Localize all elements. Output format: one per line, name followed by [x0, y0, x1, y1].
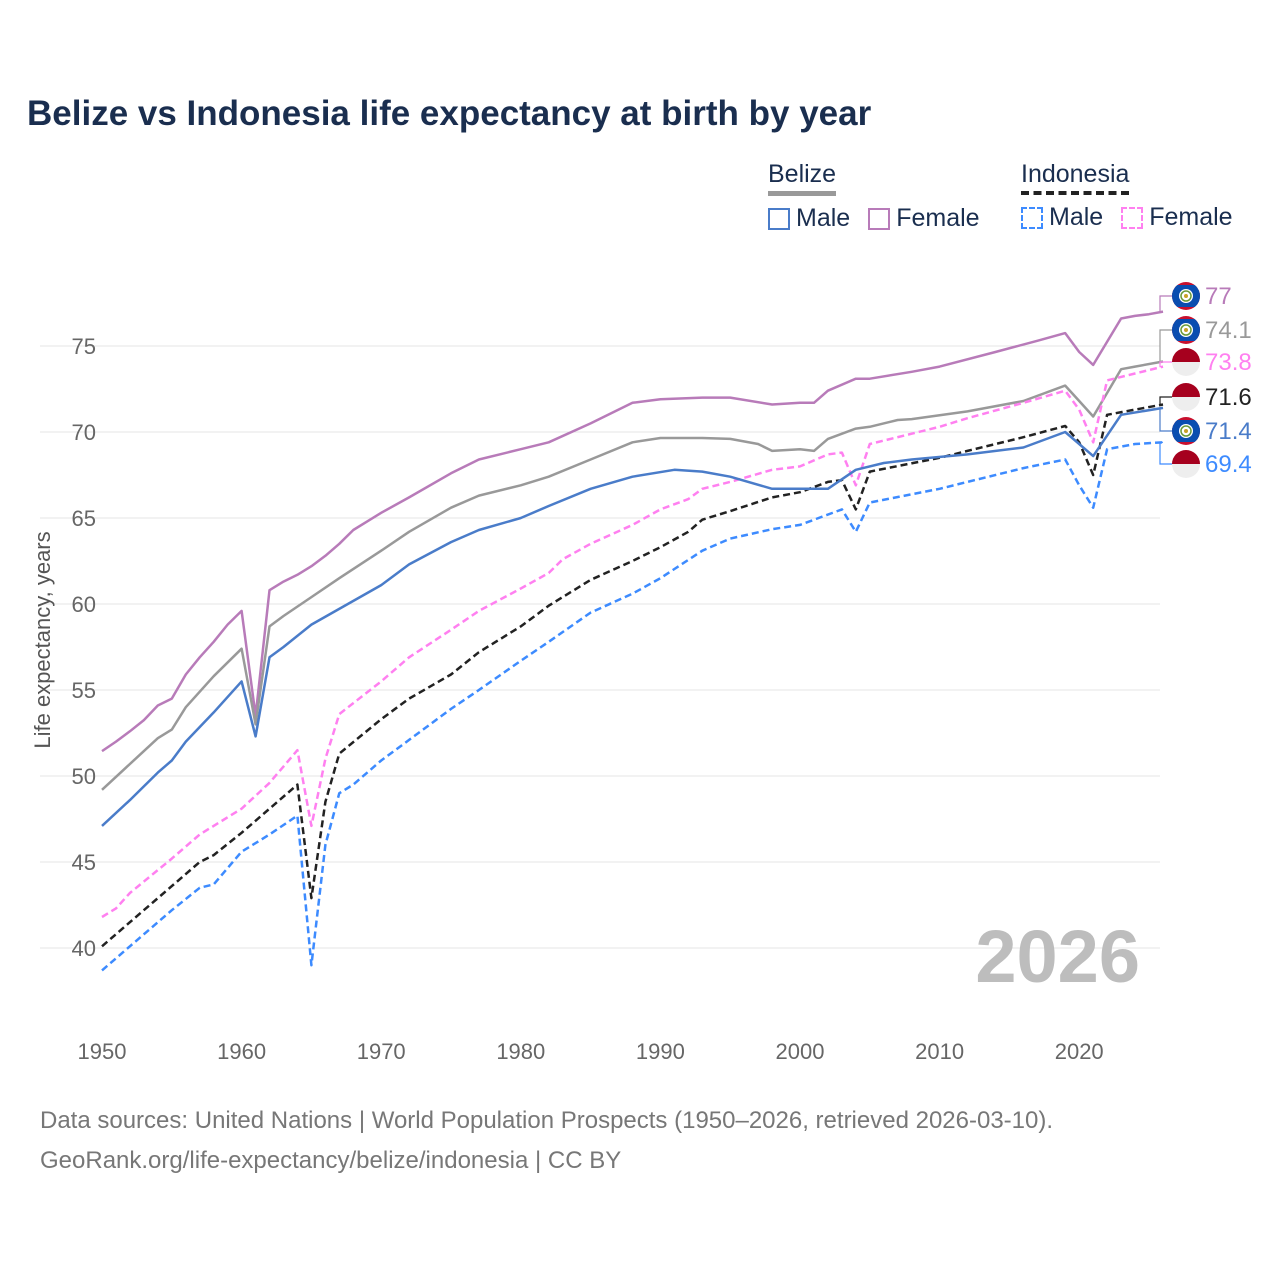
legend-swatch [768, 207, 790, 230]
series-line-belize-total[interactable] [101, 360, 1164, 791]
y-tick-label: 65 [72, 506, 96, 531]
end-label-connector [1159, 295, 1172, 313]
indonesia-flag-icon [1172, 383, 1200, 411]
belize-flag-icon [1172, 417, 1200, 445]
y-tick-label: 60 [72, 592, 96, 617]
end-label-connector [1159, 329, 1172, 363]
y-tick-label: 55 [72, 678, 96, 703]
line-chart: 40 45 50 55 60 65 70 75 1950 1960 1970 1980 1990 2000… [30, 282, 1252, 1064]
end-value-label: 71.4 [1205, 418, 1252, 445]
y-tick-label: 70 [72, 420, 96, 445]
end-value-label: 71.6 [1205, 384, 1252, 411]
end-value-label: 77 [1205, 283, 1232, 310]
indonesia-flag-icon [1172, 450, 1200, 478]
footer-credit[interactable]: GeoRank.org/life-expectancy/belize/indon… [40, 1147, 622, 1174]
series-line-belize-female[interactable] [101, 310, 1164, 753]
y-tick-label: 45 [72, 850, 96, 875]
series-line-indonesia-female[interactable] [101, 365, 1164, 919]
end-label-connector [1159, 361, 1172, 368]
x-tick-label: 1950 [78, 1039, 127, 1064]
legend-label: Male [1049, 203, 1104, 231]
current-year-watermark: 2026 [975, 915, 1140, 998]
indonesia-flag-icon [1172, 348, 1200, 376]
series-line-indonesia-male[interactable] [101, 441, 1164, 972]
legend-group-indonesia: Indonesia Male Female [1021, 160, 1233, 232]
legend-title-belize: Belize [768, 160, 837, 196]
legend-swatch [868, 207, 891, 230]
legend-item-belize-female[interactable]: Female [868, 204, 980, 233]
belize-flag-icon [1172, 282, 1200, 310]
legend-item-indonesia-female[interactable]: Female [1121, 203, 1233, 232]
x-tick-label: 2020 [1055, 1039, 1104, 1064]
end-label-connector [1159, 407, 1172, 432]
end-label-connector [1159, 396, 1172, 406]
footer-sources: Data sources: United Nations | World Pop… [40, 1107, 1054, 1134]
y-tick-label: 75 [72, 334, 96, 359]
legend-label: Female [1149, 203, 1233, 231]
chart-title: Belize vs Indonesia life expectancy at b… [27, 94, 872, 133]
legend-swatch [1121, 206, 1144, 229]
legend-item-indonesia-male[interactable]: Male [1021, 203, 1103, 232]
x-tick-label: 1990 [636, 1039, 685, 1064]
end-value-label: 69.4 [1205, 451, 1252, 478]
legend-group-belize: Belize Male Female [768, 160, 980, 233]
x-tick-label: 2000 [776, 1039, 825, 1064]
end-value-label: 73.8 [1205, 349, 1252, 376]
legend-item-belize-male[interactable]: Male [768, 204, 850, 233]
x-tick-label: 2010 [915, 1039, 964, 1064]
y-axis-label: Life expectancy, years [30, 531, 55, 748]
legend-swatch [1021, 206, 1043, 229]
legend-label: Male [796, 204, 851, 232]
x-tick-label: 1960 [217, 1039, 266, 1064]
end-value-label: 74.1 [1205, 317, 1252, 344]
x-tick-label: 1980 [496, 1039, 545, 1064]
legend-title-indonesia: Indonesia [1021, 160, 1130, 195]
series-line-belize-male[interactable] [101, 406, 1164, 827]
legend-label: Female [896, 204, 980, 232]
series-line-indonesia-total[interactable] [101, 403, 1164, 948]
end-label-connector [1159, 441, 1172, 465]
belize-flag-icon [1172, 316, 1200, 344]
y-tick-label: 40 [72, 936, 96, 961]
x-tick-label: 1970 [357, 1039, 406, 1064]
y-tick-label: 50 [72, 764, 96, 789]
